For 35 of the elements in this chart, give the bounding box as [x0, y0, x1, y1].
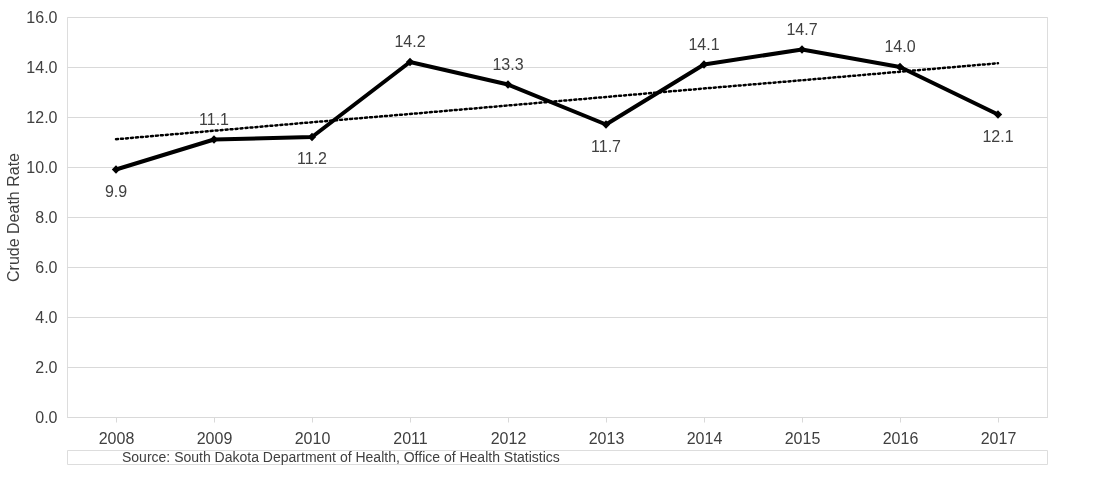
point [111, 165, 121, 174]
point [601, 120, 611, 129]
y-tick-label: 0.0 [35, 408, 58, 426]
x-tick-label: 2009 [196, 429, 233, 447]
x-tick-label: 2012 [490, 429, 527, 447]
x-tick-label: 2010 [294, 429, 331, 447]
data-label: 13.3 [492, 55, 524, 73]
data-label: 14.1 [688, 35, 720, 53]
y-tick-label: 14.0 [26, 58, 58, 76]
y-tick-label: 10.0 [26, 158, 58, 176]
y-tick-label: 12.0 [26, 108, 58, 126]
x-tick-label: 2016 [882, 429, 919, 447]
data-label: 11.1 [199, 110, 230, 128]
point [503, 80, 513, 89]
data-label: 12.1 [982, 127, 1014, 145]
point [993, 110, 1003, 119]
y-tick-label: 16.0 [26, 8, 58, 26]
source-note: Source: South Dakota Department of Health, Office of Health Statistics [122, 449, 560, 465]
data-label: 14.2 [394, 33, 426, 50]
y-tick-label: 6.0 [35, 258, 58, 276]
x-tick-label: 2008 [98, 429, 135, 447]
x-tick-label: 2013 [588, 429, 625, 447]
x-tick-label: 2015 [784, 429, 821, 447]
x-tick-label: 2011 [393, 429, 428, 447]
y-tick-label: 8.0 [35, 208, 58, 226]
data-label: 9.9 [104, 182, 128, 200]
data-label: 11.2 [297, 150, 328, 167]
data-label: 14.0 [884, 38, 916, 55]
data-label: 11.7 [591, 137, 622, 155]
x-tick-label: 2017 [980, 429, 1017, 447]
y-tick-label: 4.0 [35, 308, 58, 326]
x-tick-label: 2014 [686, 429, 723, 447]
y-axis-title: Crude Death Rate [5, 152, 23, 282]
y-tick-label: 2.0 [35, 358, 58, 376]
data-label: 14.7 [786, 20, 818, 38]
